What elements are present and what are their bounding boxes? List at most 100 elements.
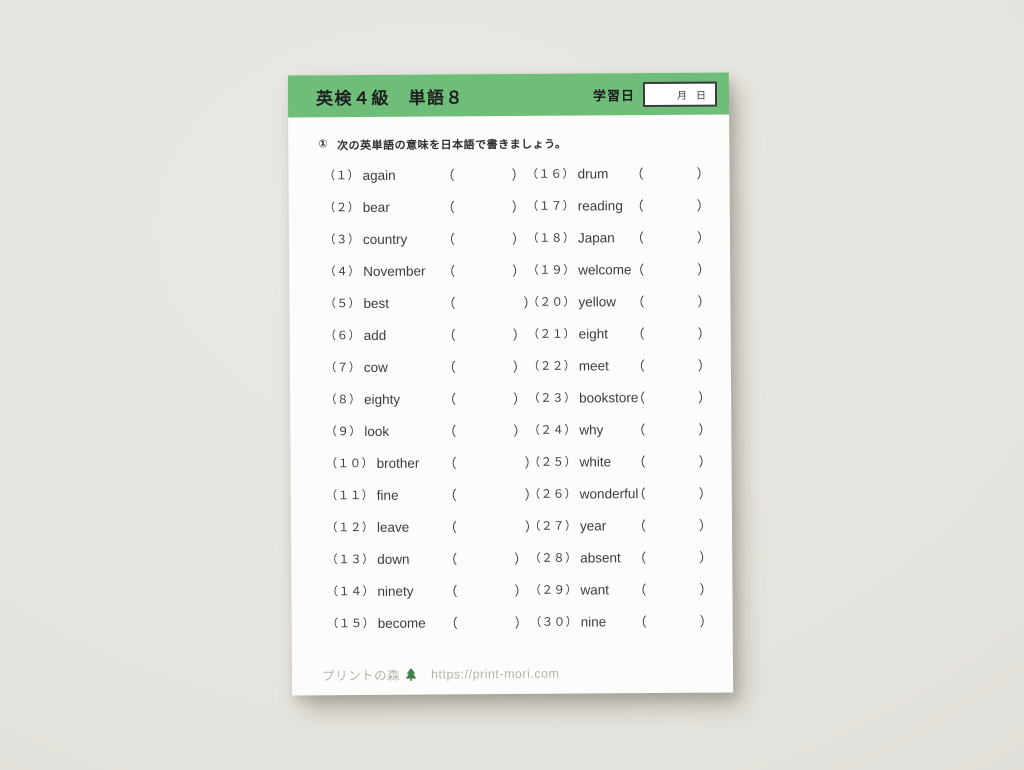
item-number: （１５）	[326, 617, 375, 631]
brand-name: プリントの森	[321, 668, 401, 684]
worksheet-footer: プリントの森 https://print-mori.com	[322, 664, 560, 685]
english-word: look	[364, 423, 390, 439]
word-row: （３０） nine （ ）	[530, 605, 718, 638]
answer-blank-open-paren: （	[444, 583, 458, 599]
english-word: ninety	[377, 583, 414, 599]
english-word: year	[579, 517, 607, 534]
word-column-right: （１６） drum （）（１７） reading （）（１８） Japan （）（１９） we…	[526, 157, 717, 638]
answer-blank-close-paren: ）	[697, 294, 711, 310]
english-word: want	[580, 581, 610, 598]
word-row: （３） country （ ）	[324, 222, 556, 256]
answer-blank-close-paren: ）	[513, 391, 527, 407]
answer-blank-close-paren: ）	[698, 454, 712, 470]
word-row: （２８） absent （ ）	[529, 541, 717, 574]
english-word: down	[377, 551, 410, 567]
item-number: （５）	[324, 298, 361, 311]
item-number: （２９）	[529, 584, 578, 597]
english-word: welcome	[578, 261, 632, 278]
word-row: （５） best （）	[324, 286, 556, 320]
english-word: November	[363, 263, 426, 279]
english-word: cow	[363, 359, 388, 375]
answer-blank-open-paren: （	[441, 167, 455, 183]
answer-blank-close-paren: ）	[698, 422, 712, 438]
item-number: （２３）	[528, 392, 577, 405]
word-row: （１） again （ ）	[323, 158, 555, 192]
word-row: （２９） want （ ）	[529, 573, 717, 606]
answer-blank-open-paren: （	[441, 231, 456, 247]
word-row: （２４） why （ ）	[528, 413, 716, 446]
item-number: （８）	[325, 394, 362, 407]
word-row: （９） look （ ）	[325, 414, 557, 448]
answer-blank-close-paren: ）	[514, 583, 528, 599]
word-row: （１７） reading （ ）	[527, 189, 715, 222]
answer-blank-open-paren: （	[633, 550, 647, 566]
word-row: （１９） welcome （ ）	[527, 253, 715, 286]
english-word: drum	[577, 165, 609, 182]
item-number: （４）	[324, 266, 361, 279]
answer-blank-close-paren: ）	[696, 198, 710, 214]
item-number: （１６）	[526, 168, 575, 181]
answer-blank-close-paren: ）	[511, 167, 525, 183]
answer-blank-open-paren: （	[631, 358, 645, 374]
month-label: 月	[676, 90, 688, 102]
item-number: （３０）	[529, 616, 578, 629]
english-word: become	[377, 615, 426, 631]
word-row: （２２） meet （ ）	[528, 349, 716, 382]
answer-blank-open-paren: （	[630, 230, 645, 246]
answer-blank-close-paren: ）	[697, 262, 711, 278]
answer-blank-open-paren: （	[443, 455, 457, 471]
item-number: （２２）	[527, 360, 576, 373]
item-number: （１１）	[325, 489, 374, 503]
answer-blank-close-paren: ）	[697, 326, 711, 342]
item-number: （２）	[323, 202, 360, 215]
item-number: （６）	[324, 330, 361, 343]
english-word: brother	[376, 455, 420, 471]
instruction-line: ① 次の英単語の意味を日本語で書きましょう。	[318, 136, 566, 154]
worksheet-header: 英検４級 単語８ 学習日 月 日	[287, 72, 730, 118]
english-word: absent	[580, 549, 621, 566]
word-row: （１３） down （ ）	[326, 542, 558, 576]
day-label: 日	[695, 90, 707, 102]
answer-blank-open-paren: （	[444, 551, 458, 567]
english-word: bear	[362, 199, 390, 215]
answer-blank-open-paren: （	[631, 294, 645, 310]
study-date-area: 学習日 月 日	[592, 81, 718, 107]
word-row: （２） bear （ ）	[324, 190, 556, 224]
answer-blank-close-paren: ）	[696, 166, 710, 182]
word-row: （６） add （ ）	[325, 318, 557, 352]
answer-blank-open-paren: （	[444, 615, 458, 631]
answer-blank-close-paren: ）	[511, 199, 525, 215]
answer-blank-open-paren: （	[633, 582, 647, 598]
word-row: （２７） year （ ）	[529, 509, 717, 542]
item-number: （１）	[323, 170, 360, 183]
answer-blank-close-paren: ）	[696, 230, 711, 246]
answer-blank-close-paren: ）	[513, 423, 527, 439]
answer-blank-open-paren: （	[443, 423, 457, 439]
word-row: （４） November （ ）	[324, 254, 556, 288]
english-word: eighty	[364, 391, 401, 407]
item-number: （１２）	[325, 521, 375, 535]
worksheet-paper: 英検４級 単語８ 学習日 月 日 ① 次の英単語の意味を日本語で書きましょう。 …	[287, 72, 734, 696]
answer-blank-close-paren: ）	[512, 359, 526, 375]
brand-url: https://print-mori.com	[430, 666, 560, 682]
english-word: yellow	[578, 293, 616, 310]
answer-blank-open-paren: （	[630, 198, 644, 214]
word-column-left: （１） again （）（２） bear （）（３） country （）（４） Novemb…	[323, 158, 558, 640]
word-row: （１５） become （ ）	[327, 606, 559, 640]
item-number: （２１）	[527, 328, 576, 341]
answer-blank-open-paren: （	[631, 262, 645, 278]
answer-blank-open-paren: （	[632, 518, 647, 534]
word-row: （２６） wonderful （ ）	[529, 477, 717, 510]
answer-blank-close-paren: ）	[697, 358, 711, 374]
answer-blank-close-paren: ）	[699, 550, 713, 566]
tree-icon	[404, 667, 418, 682]
study-date-label: 学習日	[592, 87, 636, 103]
english-word: Japan	[577, 229, 615, 246]
item-number: （２０）	[527, 296, 576, 309]
study-date-box: 月 日	[642, 81, 718, 107]
answer-blank-close-paren: ）	[512, 263, 526, 279]
english-word: fine	[376, 487, 399, 503]
answer-blank-open-paren: （	[631, 326, 645, 342]
english-word: bookstore	[579, 389, 639, 406]
answer-blank-open-paren: （	[441, 199, 455, 215]
